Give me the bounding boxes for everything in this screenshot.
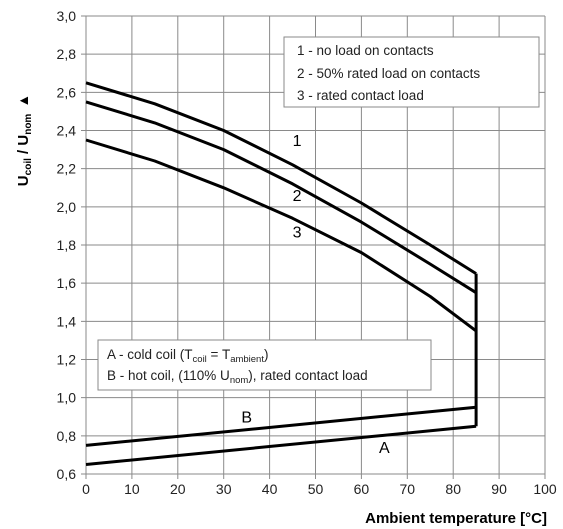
y-tick-label: 1,2 bbox=[57, 352, 77, 368]
legend-entry-3: 3 - rated contact load bbox=[297, 88, 424, 103]
y-tick-label: 1,4 bbox=[57, 313, 77, 329]
series-lines bbox=[85, 81, 478, 466]
series-line-a bbox=[85, 424, 477, 466]
x-tick-label: 100 bbox=[533, 481, 557, 497]
y-tick-label: 3,0 bbox=[57, 8, 77, 24]
series-line-3 bbox=[85, 138, 478, 333]
x-tick-label: 0 bbox=[82, 481, 90, 497]
y-tick-label: 2,0 bbox=[57, 199, 77, 215]
y-axis-title: Ucoil / Unom▲ bbox=[15, 94, 34, 186]
y-tick-label: 0,8 bbox=[57, 428, 77, 444]
legend-entry-B: B - hot coil, (110% Unom), rated contact… bbox=[107, 368, 368, 386]
legend-bottom-box bbox=[97, 339, 432, 391]
x-tick-label: 90 bbox=[491, 481, 507, 497]
curve-label-1: 1 bbox=[293, 133, 302, 150]
x-tick-label: 80 bbox=[445, 481, 461, 497]
legend-entry-2: 2 - 50% rated load on contacts bbox=[297, 66, 480, 81]
x-tick-label: 30 bbox=[216, 481, 232, 497]
x-tick-label: 20 bbox=[170, 481, 186, 497]
y-tick-label: 1,0 bbox=[57, 390, 77, 406]
y-tick-label: 0,6 bbox=[57, 466, 77, 482]
x-tick-label: 10 bbox=[124, 481, 140, 497]
y-tick-label: 2,8 bbox=[57, 46, 77, 62]
y-tick-label: 1,8 bbox=[57, 237, 77, 253]
series-line-2 bbox=[85, 100, 477, 294]
curve-label-2: 2 bbox=[293, 188, 302, 205]
y-tick-label: 2,2 bbox=[57, 161, 77, 177]
curve-label-b: B bbox=[241, 409, 252, 426]
y-tick-labels: 0,6 0,8 1,0 1,2 1,4 1,6 1,8 2,0 2,2 2,4 2,6 2,8 3,0 bbox=[57, 8, 77, 482]
x-axis-title: Ambient temperature [°C] bbox=[365, 510, 547, 527]
series-line-b bbox=[85, 405, 477, 447]
x-tick-label: 50 bbox=[308, 481, 324, 497]
x-tick-label: 70 bbox=[400, 481, 416, 497]
y-tick-label: 2,4 bbox=[57, 123, 77, 139]
curve-label-3: 3 bbox=[293, 224, 302, 241]
y-tick-label: 2,6 bbox=[57, 84, 77, 100]
series-line-1 bbox=[85, 81, 477, 275]
legend-top-box bbox=[283, 36, 540, 108]
curve-label-a: A bbox=[379, 440, 390, 457]
x-tick-label: 40 bbox=[262, 481, 278, 497]
legend-entry-1: 1 - no load on contacts bbox=[297, 43, 434, 58]
legend-entry-A: A - cold coil (Tcoil = Tambient) bbox=[107, 347, 269, 365]
curve-labels: 1 2 3 B A bbox=[241, 133, 390, 457]
y-tick-label: 1,6 bbox=[57, 275, 77, 291]
legend-top: 1 - no load on contacts 2 - 50% rated lo… bbox=[283, 36, 540, 108]
legend-bottom: A - cold coil (Tcoil = Tambient) B - hot… bbox=[97, 339, 432, 391]
x-tick-label: 60 bbox=[354, 481, 370, 497]
x-tick-labels: 0 10 20 30 40 50 60 70 80 90 100 bbox=[82, 481, 557, 497]
